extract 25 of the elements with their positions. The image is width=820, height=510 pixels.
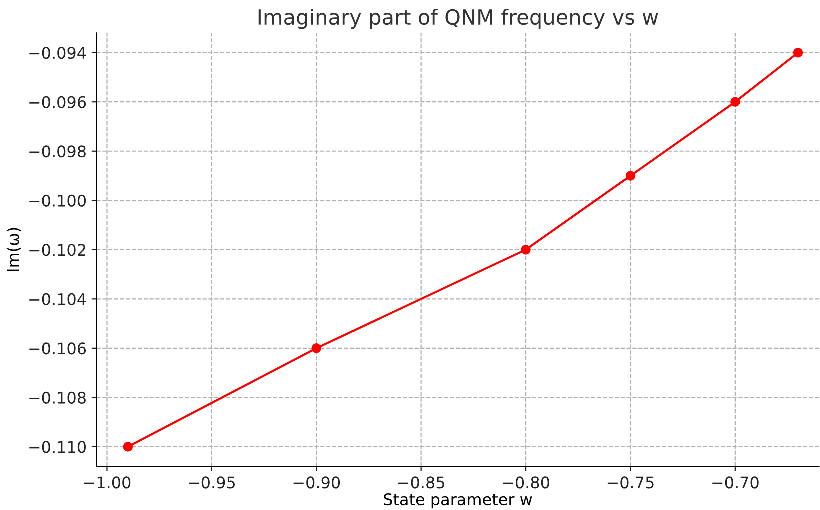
- x-tick-label: −0.85: [398, 476, 444, 489]
- y-tick-label: −0.104: [30, 293, 86, 306]
- chart-title: Imaginary part of QNM frequency vs w: [258, 8, 658, 30]
- y-tick-label: −0.108: [30, 392, 86, 404]
- y-tick-label: −0.106: [30, 342, 86, 355]
- x-tick-label: −0.90: [294, 476, 340, 489]
- y-tick-label: −0.100: [30, 194, 86, 207]
- point: [123, 442, 134, 452]
- point: [730, 97, 740, 107]
- y-tick-label: −0.098: [30, 146, 86, 158]
- point: [312, 344, 322, 354]
- y-tick-label: −0.096: [30, 96, 86, 108]
- y-tick-label: −0.094: [30, 47, 86, 60]
- x-tick-label: −0.95: [189, 476, 236, 489]
- y-tick-label: −0.110: [30, 441, 86, 454]
- x-tick-label: −1.00: [84, 476, 131, 489]
- x-tick-label: −0.80: [503, 476, 550, 489]
- point: [626, 171, 636, 181]
- point: [521, 245, 531, 255]
- point: [793, 48, 804, 58]
- x-tick-label: −0.70: [712, 476, 759, 489]
- x-tick-label: −0.75: [608, 476, 654, 489]
- y-axis-title: Im(ω): [6, 228, 22, 272]
- y-tick-label: −0.102: [30, 244, 86, 256]
- x-axis-title: State parameter w: [384, 494, 532, 509]
